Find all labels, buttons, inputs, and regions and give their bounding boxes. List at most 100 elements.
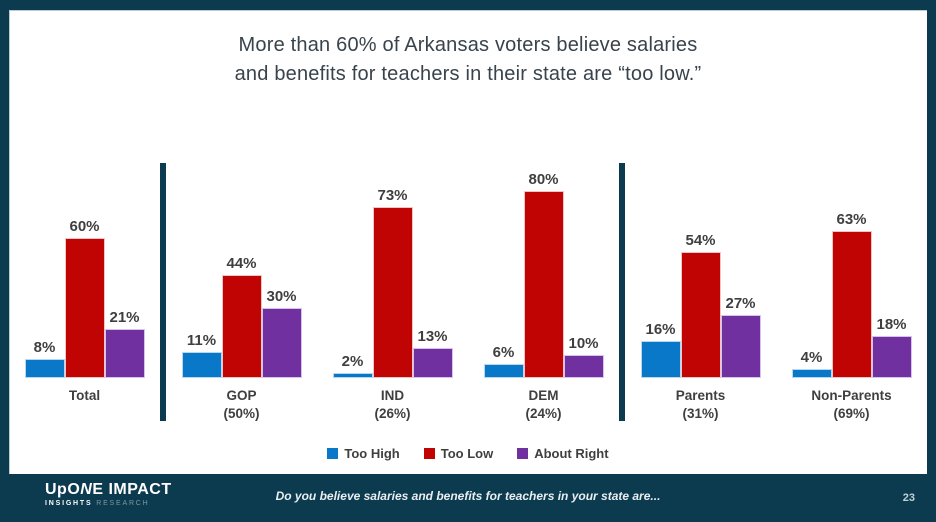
bar-too-low-ind: [372, 207, 413, 378]
bar-about-right-dem: [563, 355, 604, 378]
bar-value-label-too-high-gop: 11%: [186, 332, 217, 349]
bar-value-label-too-high-total: 8%: [33, 339, 56, 356]
bar-column: 4%: [791, 349, 832, 378]
bar-value-label-too-low-ind: 73%: [377, 187, 408, 204]
chart-title-line1: More than 60% of Arkansas voters believe…: [238, 34, 698, 56]
bars-container: 6% 80% 10%: [483, 160, 604, 378]
legend-item-too-high: Too High: [327, 446, 400, 461]
bar-too-high-total: [24, 359, 65, 378]
bar-value-label-too-high-parents: 16%: [645, 321, 676, 338]
bar-column: 30%: [261, 288, 302, 378]
bar-value-label-too-low-non-parents: 63%: [836, 211, 867, 228]
bar-too-low-dem: [523, 191, 564, 378]
bar-value-label-too-high-ind: 2%: [341, 353, 364, 370]
category-label-non-parents: Non-Parents (69%): [811, 388, 892, 421]
bar-group-ind: 2% 73% 13% IND (26%): [317, 160, 468, 426]
footer-bar: UpONE IMPACT INSIGHTS RESEARCH Do you be…: [0, 474, 936, 522]
category-label-dem: DEM (24%): [525, 388, 562, 421]
bar-about-right-gop: [261, 308, 302, 378]
legend-label: About Right: [534, 446, 609, 461]
legend-label: Too High: [344, 446, 400, 461]
bar-too-low-non-parents: [831, 231, 872, 378]
bar-column: 63%: [831, 211, 872, 378]
bar-column: 6%: [483, 344, 524, 378]
bar-too-low-parents: [680, 252, 721, 378]
bar-too-high-gop: [181, 352, 222, 378]
bar-value-label-about-right-non-parents: 18%: [876, 316, 907, 333]
bar-too-high-non-parents: [791, 369, 832, 378]
bar-column: 8%: [24, 339, 65, 378]
bars-container: 11% 44% 30%: [181, 160, 302, 378]
section-divider: [619, 163, 625, 421]
bar-value-label-about-right-ind: 13%: [417, 328, 448, 345]
legend-swatch-icon: [327, 448, 339, 459]
bar-column: 10%: [563, 335, 604, 378]
logo-part-up-o: UpO: [45, 481, 81, 498]
legend-item-about-right: About Right: [517, 446, 609, 461]
logo-part-e-impact: E IMPACT: [92, 481, 172, 498]
bar-column: 54%: [680, 232, 721, 378]
page-number: 23: [902, 492, 915, 504]
bar-column: 2%: [332, 353, 373, 378]
bar-column: 60%: [64, 218, 105, 378]
bar-value-label-too-low-total: 60%: [69, 218, 100, 235]
legend-label: Too Low: [440, 446, 494, 461]
chart-legend: Too High Too Low About Right: [9, 446, 927, 461]
chart-section: 8% 60% 21% Total: [9, 160, 160, 426]
bar-value-label-about-right-dem: 10%: [568, 335, 599, 352]
bar-value-label-too-high-dem: 6%: [492, 344, 515, 361]
bar-group-non-parents: 4% 63% 18% Non-Parents (69%): [776, 160, 927, 426]
bar-value-label-about-right-gop: 30%: [266, 288, 297, 305]
bar-value-label-about-right-total: 21%: [109, 309, 140, 326]
legend-swatch-icon: [423, 448, 435, 459]
bar-column: 27%: [720, 295, 761, 378]
logo-sub-text: INSIGHTS RESEARCH: [45, 500, 172, 507]
legend-item-too-low: Too Low: [423, 446, 494, 461]
bar-group-total: 8% 60% 21% Total: [9, 160, 160, 426]
logo-main-text: UpONE IMPACT: [45, 481, 172, 498]
section-divider: [160, 163, 166, 421]
footer-question: Do you believe salaries and benefits for…: [275, 489, 661, 503]
bar-value-label-too-low-gop: 44%: [226, 255, 257, 272]
bar-value-label-too-high-non-parents: 4%: [800, 349, 823, 366]
bar-column: 18%: [871, 316, 912, 378]
chart-section: 11% 44% 30% GOP (50%) 2% 73% 13% IND (26%) 6% 80% 10…: [166, 160, 619, 426]
upone-impact-logo: UpONE IMPACT INSIGHTS RESEARCH: [45, 481, 172, 507]
bar-group-parents: 16% 54% 27% Parents (31%): [625, 160, 776, 426]
bar-too-high-ind: [332, 373, 373, 378]
bar-group-dem: 6% 80% 10% DEM (24%): [468, 160, 619, 426]
bar-column: 16%: [640, 321, 681, 378]
bar-value-label-too-low-dem: 80%: [528, 171, 559, 188]
bar-value-label-too-low-parents: 54%: [685, 232, 716, 249]
logo-research-text: RESEARCH: [96, 500, 150, 507]
bar-column: 11%: [181, 332, 222, 378]
bar-value-label-about-right-parents: 27%: [725, 295, 756, 312]
bars-container: 8% 60% 21%: [24, 160, 145, 378]
bar-column: 13%: [412, 328, 453, 378]
bars-container: 2% 73% 13%: [332, 160, 453, 378]
bar-column: 21%: [104, 309, 145, 378]
bar-about-right-parents: [720, 315, 761, 378]
chart-title: More than 60% of Arkansas voters believe…: [9, 31, 927, 89]
slide-canvas: More than 60% of Arkansas voters believe…: [9, 10, 927, 474]
logo-insights-text: INSIGHTS: [45, 500, 93, 507]
bar-about-right-non-parents: [871, 336, 912, 378]
category-label-parents: Parents (31%): [675, 388, 726, 421]
category-label-total: Total: [68, 388, 101, 403]
chart-section: 16% 54% 27% Parents (31%) 4% 63% 18% Non-Parents…: [625, 160, 927, 426]
bar-about-right-ind: [412, 348, 453, 378]
legend-swatch-icon: [517, 448, 529, 459]
bar-column: 73%: [372, 187, 413, 378]
bar-column: 80%: [523, 171, 564, 378]
chart-title-line2: and benefits for teachers in their state…: [234, 63, 702, 85]
bar-too-high-dem: [483, 364, 524, 378]
bar-group-gop: 11% 44% 30% GOP (50%): [166, 160, 317, 426]
bar-too-high-parents: [640, 341, 681, 378]
bar-too-low-total: [64, 238, 105, 378]
bar-column: 44%: [221, 255, 262, 378]
category-label-gop: GOP (50%): [223, 388, 260, 421]
bar-chart: 8% 60% 21% Total 11% 44% 30% GOP (50%) 2% 73% 13% IN…: [9, 160, 927, 426]
category-label-ind: IND (26%): [374, 388, 411, 421]
logo-stylized-n: N: [80, 481, 93, 498]
